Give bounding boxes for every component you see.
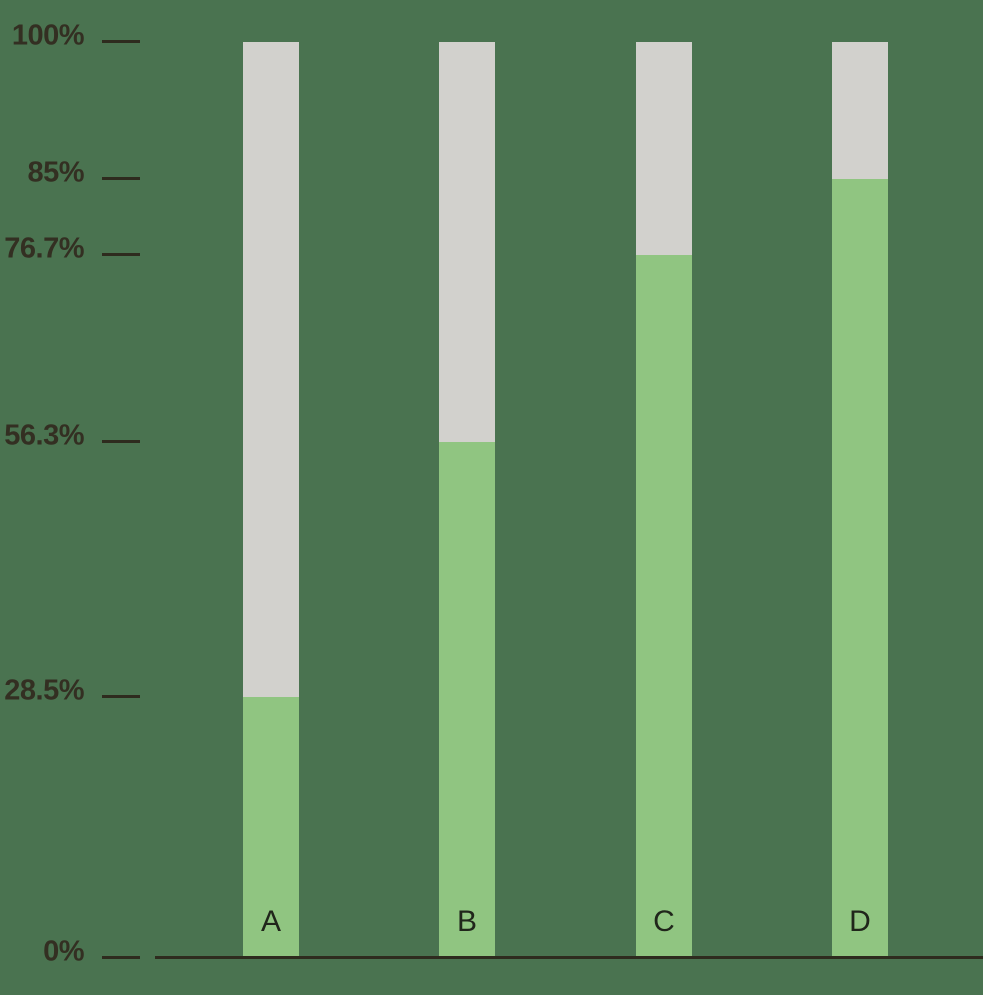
bar-a-label: A <box>260 905 281 938</box>
bar-d-remainder-segment <box>832 42 888 180</box>
bar-a-filled-segment <box>243 696 299 958</box>
y-tick-label: 28.5% <box>4 674 84 707</box>
bar-c-remainder-segment <box>636 42 692 256</box>
y-tick-label: 56.3% <box>4 419 84 452</box>
y-tick-mark <box>102 956 140 959</box>
bar-b-remainder-segment <box>439 42 495 443</box>
bar-d-label: D <box>849 905 871 938</box>
bar-a: A <box>243 42 299 958</box>
bar-a-remainder-segment <box>243 42 299 697</box>
y-tick-label: 76.7% <box>4 232 84 265</box>
y-tick-mark <box>102 177 140 181</box>
y-tick-mark <box>102 253 140 257</box>
bar-b: B <box>439 42 495 958</box>
y-tick-mark <box>102 694 140 698</box>
y-tick-mark <box>102 40 140 43</box>
x-axis-baseline <box>155 956 983 959</box>
bar-d: D <box>832 42 888 958</box>
y-tick-label: 85% <box>27 156 84 189</box>
y-tick-label: 100% <box>11 19 85 52</box>
bar-d-filled-segment <box>832 179 888 958</box>
bar-c-label: C <box>653 905 675 938</box>
bar-b-filled-segment <box>439 442 495 958</box>
bar-c: C <box>636 42 692 958</box>
bar-b-label: B <box>456 905 477 938</box>
bar-c-filled-segment <box>636 255 692 958</box>
y-tick-label: 0% <box>43 935 84 968</box>
y-tick-mark <box>102 440 140 444</box>
